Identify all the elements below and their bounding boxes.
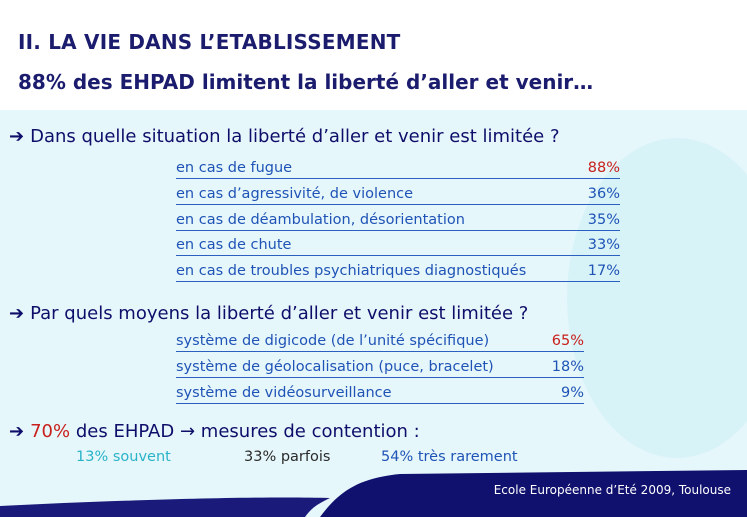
list-item: en cas de troubles psychiatriques diagno…: [176, 261, 620, 283]
list-item-value: 9%: [560, 384, 584, 401]
list-item: système de vidéosurveillance 9%: [176, 383, 584, 404]
question-2: ➔ Par quels moyens la liberté d’aller et …: [9, 303, 528, 324]
list-item-label: en cas de troubles psychiatriques diagno…: [176, 263, 527, 280]
freq-often: 13% souvent: [76, 449, 171, 465]
arrow-icon: →: [179, 421, 196, 442]
list-item: système de géolocalisation (puce, bracel…: [176, 357, 584, 378]
list-item: en cas de fugue 88%: [176, 158, 620, 179]
question-1: ➔ Dans quelle situation la liberté d’alle…: [9, 126, 560, 147]
situation-list: en cas de fugue 88% en cas d’agressivité, …: [176, 158, 620, 287]
question-3: ➔ 70% des EHPAD → mesures de contention :: [9, 421, 420, 442]
list-item-value: 17%: [587, 263, 620, 280]
means-list: système de digicode (de l’unité spécifiq…: [176, 331, 584, 408]
list-item-value: 65%: [551, 333, 584, 349]
footer-bar-left: [0, 497, 330, 517]
contention-text: des EHPAD: [75, 421, 175, 442]
question-1-text: Dans quelle situation la liberté d’aller…: [30, 126, 560, 147]
list-item-label: en cas de fugue: [176, 160, 293, 176]
list-item-value: 35%: [587, 211, 620, 228]
list-item: en cas de chute 33%: [176, 235, 620, 257]
page-title: II. LA VIE DANS L’ETABLISSEMENT: [18, 30, 401, 54]
page-subtitle: 88% des EHPAD limitent la liberté d’alle…: [18, 70, 594, 94]
freq-sometimes: 33% parfois: [244, 449, 331, 465]
list-item-value: 36%: [587, 185, 620, 202]
arrow-right-icon: ➔: [9, 126, 25, 147]
list-item-label: système de géolocalisation (puce, bracel…: [176, 358, 494, 375]
question-2-text: Par quels moyens la liberté d’aller et v…: [30, 303, 529, 324]
list-item-value: 88%: [587, 160, 620, 176]
list-item-label: système de vidéosurveillance: [176, 384, 392, 401]
arrow-right-icon: ➔: [9, 303, 25, 324]
background-panel: [0, 110, 747, 517]
freq-rarely: 54% très rarement: [381, 449, 518, 465]
footer-text: Ecole Européenne d’Eté 2009, Toulouse: [493, 483, 731, 497]
list-item: système de digicode (de l’unité spécifiq…: [176, 331, 584, 352]
arrow-right-icon: ➔: [9, 421, 25, 442]
list-item-label: en cas d’agressivité, de violence: [176, 185, 414, 202]
contention-percent: 70%: [30, 421, 71, 442]
list-item: en cas d’agressivité, de violence 36%: [176, 184, 620, 205]
list-item-value: 33%: [587, 237, 620, 254]
list-item: en cas de déambulation, désorientation 35…: [176, 210, 620, 231]
contention-text-2: mesures de contention :: [200, 421, 420, 442]
list-item-value: 18%: [551, 358, 584, 375]
list-item-label: en cas de déambulation, désorientation: [176, 211, 465, 228]
list-item-label: système de digicode (de l’unité spécifiq…: [176, 333, 490, 349]
list-item-label: en cas de chute: [176, 237, 292, 254]
decorative-curve: [567, 138, 747, 458]
footer-bar-shape: [320, 470, 747, 517]
